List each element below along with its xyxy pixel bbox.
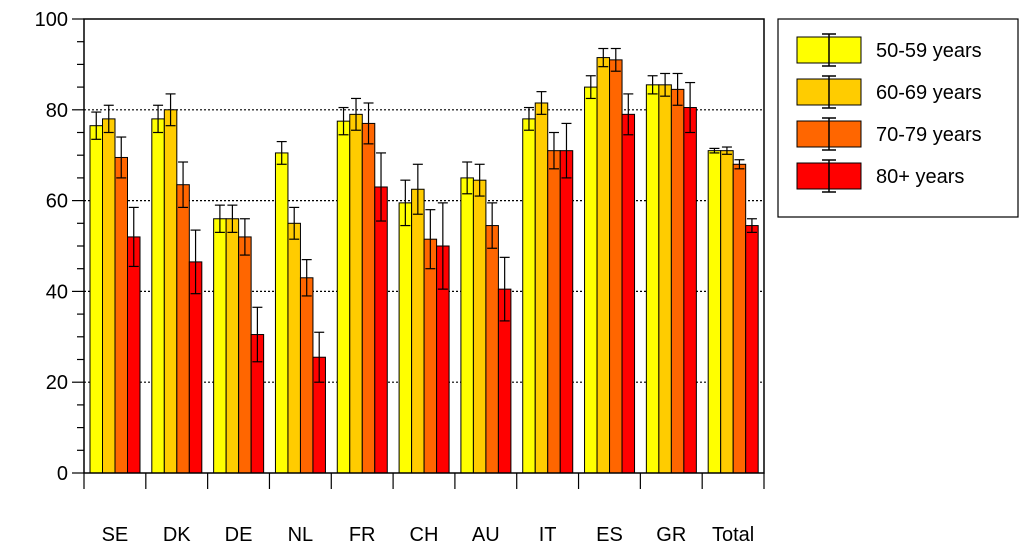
bar-it-1 — [534, 102, 549, 474]
y-tick-label-0: 0 — [57, 463, 68, 485]
legend-label-1: 60-69 years — [876, 82, 982, 104]
bar-es-3 — [621, 113, 636, 474]
bar-ch-1 — [411, 188, 425, 474]
bar-dk-0 — [151, 118, 165, 474]
bar-es-0 — [584, 86, 598, 474]
bar-es-1 — [596, 57, 611, 474]
bar-total-1 — [720, 150, 734, 474]
bar-nl-1 — [287, 222, 301, 474]
bar-total-0 — [707, 150, 722, 474]
bar-se-1 — [102, 118, 116, 474]
bar-au-2 — [485, 225, 499, 474]
bar-de-0 — [213, 218, 227, 474]
bar-ch-0 — [398, 202, 413, 474]
bar-it-2 — [547, 150, 561, 474]
legend-label-2: 70-79 years — [876, 124, 982, 146]
bar-total-2 — [732, 163, 747, 474]
bar-gr-3 — [683, 107, 697, 474]
x-tick-label-ch: CH — [410, 524, 439, 546]
legend: 50-59 years 60-69 years 70-79 years 80+ yea… — [777, 18, 1019, 218]
bar-gr-1 — [658, 84, 672, 474]
bar-es-2 — [609, 59, 623, 474]
bar-gr-0 — [645, 84, 660, 474]
x-tick-label-au: AU — [472, 524, 500, 546]
bar-it-3 — [559, 150, 574, 474]
bar-se-2 — [114, 156, 128, 474]
y-tick-label-40: 40 — [46, 281, 68, 303]
bar-dk-1 — [163, 109, 178, 474]
bar-ch-2 — [423, 238, 438, 474]
x-tick-label-gr: GR — [656, 524, 686, 546]
bar-fr-3 — [374, 186, 388, 474]
bar-de-2 — [238, 236, 252, 474]
bar-dk-2 — [176, 184, 190, 474]
bar-nl-0 — [274, 152, 289, 474]
bar-fr-0 — [336, 120, 351, 474]
x-tick-label-fr: FR — [349, 524, 376, 546]
x-tick-label-nl: NL — [288, 524, 314, 546]
bar-nl-2 — [299, 277, 314, 474]
bar-total-3 — [745, 225, 759, 474]
y-tick-label-60: 60 — [46, 191, 68, 213]
bar-fr-1 — [349, 113, 363, 474]
bar-gr-2 — [670, 88, 685, 474]
bar-au-1 — [472, 179, 487, 474]
x-tick-label-de: DE — [225, 524, 253, 546]
x-tick-label-dk: DK — [163, 524, 191, 546]
bar-it-0 — [522, 118, 536, 474]
y-tick-label-100: 100 — [35, 9, 68, 31]
bar-se-0 — [89, 125, 103, 474]
y-tick-label-80: 80 — [46, 100, 68, 122]
legend-label-0: 50-59 years — [876, 40, 982, 62]
legend-label-3: 80+ years — [876, 166, 964, 188]
x-tick-label-it: IT — [539, 524, 557, 546]
x-tick-label-es: ES — [596, 524, 623, 546]
bars — [89, 47, 759, 474]
x-tick-label-se: SE — [102, 524, 129, 546]
bar-se-3 — [127, 236, 141, 474]
y-tick-label-20: 20 — [46, 372, 68, 394]
bar-de-1 — [225, 218, 240, 474]
x-tick-label-total: Total — [712, 524, 754, 546]
axes: 0 20 40 60 80 100 SE DK DE NL FR CH AU IT ES GR Total — [35, 9, 765, 546]
bar-fr-2 — [361, 122, 376, 474]
bar-au-0 — [460, 177, 474, 474]
